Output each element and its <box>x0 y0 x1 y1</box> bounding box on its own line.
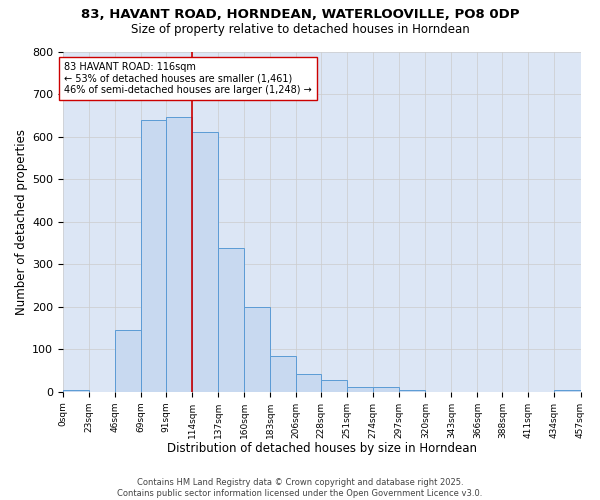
Bar <box>347 388 373 392</box>
X-axis label: Distribution of detached houses by size in Horndean: Distribution of detached houses by size … <box>167 442 477 455</box>
Bar <box>166 118 192 392</box>
Text: 83, HAVANT ROAD, HORNDEAN, WATERLOOVILLE, PO8 0DP: 83, HAVANT ROAD, HORNDEAN, WATERLOOVILLE… <box>81 8 519 20</box>
Bar <box>244 306 270 392</box>
Bar <box>218 248 244 392</box>
Bar <box>296 374 321 392</box>
Bar <box>115 330 141 392</box>
Text: Size of property relative to detached houses in Horndean: Size of property relative to detached ho… <box>131 22 469 36</box>
Bar <box>373 386 400 392</box>
Bar <box>400 390 425 392</box>
Text: 83 HAVANT ROAD: 116sqm
← 53% of detached houses are smaller (1,461)
46% of semi-: 83 HAVANT ROAD: 116sqm ← 53% of detached… <box>64 62 312 96</box>
Bar <box>63 390 89 392</box>
Bar <box>270 356 296 392</box>
Bar <box>141 120 166 392</box>
Bar <box>321 380 347 392</box>
Bar <box>192 132 218 392</box>
Bar <box>554 390 581 392</box>
Y-axis label: Number of detached properties: Number of detached properties <box>15 128 28 314</box>
Text: Contains HM Land Registry data © Crown copyright and database right 2025.
Contai: Contains HM Land Registry data © Crown c… <box>118 478 482 498</box>
